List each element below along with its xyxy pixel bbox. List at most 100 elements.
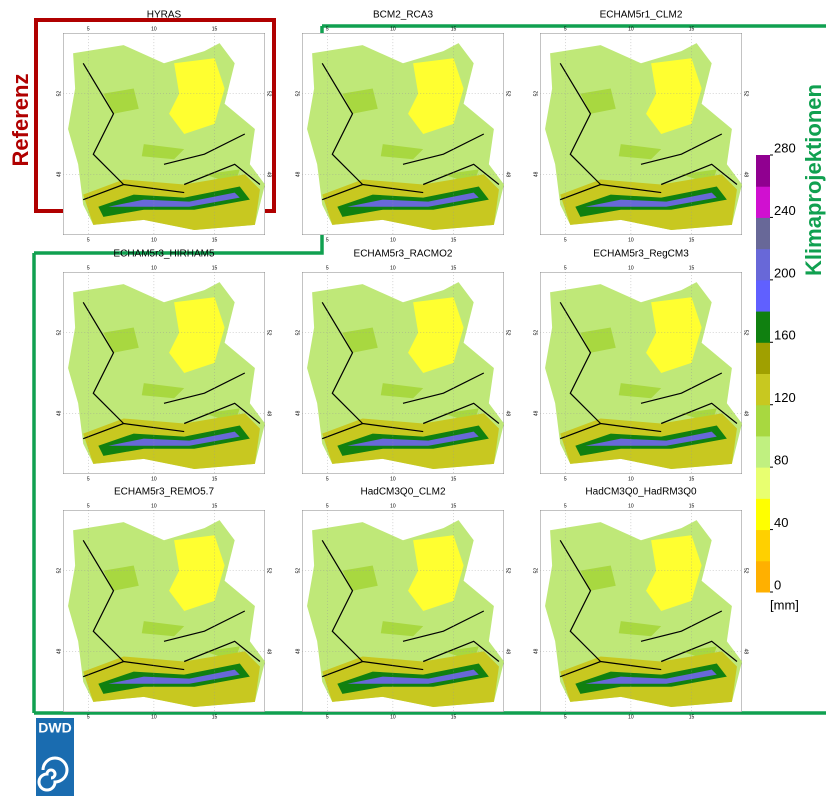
colorbar-tick-label: 280 bbox=[774, 140, 796, 155]
map bbox=[540, 272, 742, 474]
lat-tick-label: 52 bbox=[56, 330, 62, 336]
lon-tick-label: 15 bbox=[689, 503, 695, 509]
lat-tick-label: 48 bbox=[505, 172, 511, 178]
lon-tick-label: 5 bbox=[87, 26, 90, 32]
lat-tick-label: 48 bbox=[533, 648, 539, 654]
lon-tick-label: 10 bbox=[151, 26, 157, 32]
colorbar-segment bbox=[756, 342, 770, 374]
lat-tick-label: 48 bbox=[743, 649, 749, 655]
colorbar-segment bbox=[756, 280, 770, 312]
panel-title: ECHAM5r3_REMO5.7 bbox=[114, 487, 214, 498]
colorbar-tick-label: 200 bbox=[774, 265, 796, 280]
lat-tick-label: 52 bbox=[743, 330, 749, 336]
map bbox=[302, 272, 504, 474]
lon-tick-label: 15 bbox=[451, 26, 457, 32]
lat-tick-label: 52 bbox=[266, 330, 272, 336]
lon-tick-label: 15 bbox=[212, 476, 218, 482]
reference-label: Referenz bbox=[8, 74, 33, 167]
colorbar-segment bbox=[756, 311, 770, 343]
colorbar-segment bbox=[756, 467, 770, 499]
lat-tick-label: 52 bbox=[505, 330, 511, 336]
lat-tick-label: 48 bbox=[266, 411, 272, 417]
panel-title: BCM2_RCA3 bbox=[373, 10, 433, 21]
lon-tick-label: 10 bbox=[151, 714, 157, 720]
lat-tick-label: 48 bbox=[266, 172, 272, 178]
lon-tick-label: 15 bbox=[451, 476, 457, 482]
lat-tick-label: 52 bbox=[266, 91, 272, 97]
lat-tick-label: 52 bbox=[266, 568, 272, 574]
lon-tick-label: 15 bbox=[212, 503, 218, 509]
lon-tick-label: 10 bbox=[628, 26, 634, 32]
lat-tick-label: 48 bbox=[295, 410, 301, 416]
lon-tick-label: 15 bbox=[689, 265, 695, 271]
panel-title: ECHAM5r3_RegCM3 bbox=[593, 249, 689, 260]
page: Referenz Klimaprojektionen DWD HYRAS5510… bbox=[0, 0, 826, 810]
lat-tick-label: 48 bbox=[266, 649, 272, 655]
lat-tick-label: 52 bbox=[505, 91, 511, 97]
lat-tick-label: 52 bbox=[295, 91, 301, 97]
lat-tick-label: 52 bbox=[295, 330, 301, 336]
lat-tick-label: 48 bbox=[295, 171, 301, 177]
lon-tick-label: 15 bbox=[451, 503, 457, 509]
lon-tick-label: 5 bbox=[87, 237, 90, 243]
lon-tick-label: 10 bbox=[151, 476, 157, 482]
lon-tick-label: 10 bbox=[628, 714, 634, 720]
panel-title: HadCM3Q0_CLM2 bbox=[360, 487, 445, 498]
lat-tick-label: 52 bbox=[505, 568, 511, 574]
lon-tick-label: 5 bbox=[87, 714, 90, 720]
lat-tick-label: 48 bbox=[56, 410, 62, 416]
lat-tick-label: 48 bbox=[743, 411, 749, 417]
lat-tick-label: 52 bbox=[533, 568, 539, 574]
colorbar-segment bbox=[756, 155, 770, 187]
lat-tick-label: 52 bbox=[743, 568, 749, 574]
map bbox=[63, 33, 265, 235]
lon-tick-label: 10 bbox=[151, 503, 157, 509]
projections-label: Klimaprojektionen bbox=[801, 84, 826, 276]
panel-title: ECHAM5r3_HIRHAM5 bbox=[113, 249, 215, 260]
colorbar-tick-label: 160 bbox=[774, 328, 796, 343]
lon-tick-label: 5 bbox=[326, 26, 329, 32]
colorbar-tick-label: 240 bbox=[774, 203, 796, 218]
lat-tick-label: 48 bbox=[505, 411, 511, 417]
lon-tick-label: 15 bbox=[689, 26, 695, 32]
lon-tick-label: 15 bbox=[451, 237, 457, 243]
map bbox=[540, 33, 742, 235]
panel-title: ECHAM5r1_CLM2 bbox=[600, 10, 683, 21]
lat-tick-label: 52 bbox=[533, 91, 539, 97]
colorbar-segment bbox=[756, 530, 770, 562]
lat-tick-label: 52 bbox=[533, 330, 539, 336]
colorbar-tick-label: 0 bbox=[774, 577, 781, 592]
lon-tick-label: 5 bbox=[564, 714, 567, 720]
lon-tick-label: 5 bbox=[326, 476, 329, 482]
lon-tick-label: 5 bbox=[564, 265, 567, 271]
lon-tick-label: 10 bbox=[151, 265, 157, 271]
lat-tick-label: 48 bbox=[295, 648, 301, 654]
lon-tick-label: 15 bbox=[689, 476, 695, 482]
lat-tick-label: 52 bbox=[743, 91, 749, 97]
lon-tick-label: 15 bbox=[451, 714, 457, 720]
lon-tick-label: 5 bbox=[326, 265, 329, 271]
lon-tick-label: 15 bbox=[689, 714, 695, 720]
colorbar-segment bbox=[756, 561, 770, 593]
lat-tick-label: 48 bbox=[505, 649, 511, 655]
colorbar-segment bbox=[756, 498, 770, 530]
lon-tick-label: 10 bbox=[390, 265, 396, 271]
colorbar-tick-label: 80 bbox=[774, 453, 788, 468]
map bbox=[302, 33, 504, 235]
lon-tick-label: 10 bbox=[628, 503, 634, 509]
panel-title: HYRAS bbox=[147, 10, 182, 21]
lon-tick-label: 15 bbox=[212, 237, 218, 243]
lon-tick-label: 10 bbox=[628, 265, 634, 271]
lat-tick-label: 48 bbox=[533, 410, 539, 416]
lon-tick-label: 10 bbox=[390, 26, 396, 32]
colorbar-segment bbox=[756, 374, 770, 406]
lon-tick-label: 15 bbox=[689, 237, 695, 243]
colorbar-segment bbox=[756, 405, 770, 437]
map bbox=[63, 272, 265, 474]
panel-title: HadCM3Q0_HadRM3Q0 bbox=[585, 487, 697, 498]
lon-tick-label: 5 bbox=[87, 503, 90, 509]
lon-tick-label: 15 bbox=[212, 265, 218, 271]
lat-tick-label: 52 bbox=[295, 568, 301, 574]
lon-tick-label: 10 bbox=[390, 476, 396, 482]
lat-tick-label: 48 bbox=[533, 171, 539, 177]
